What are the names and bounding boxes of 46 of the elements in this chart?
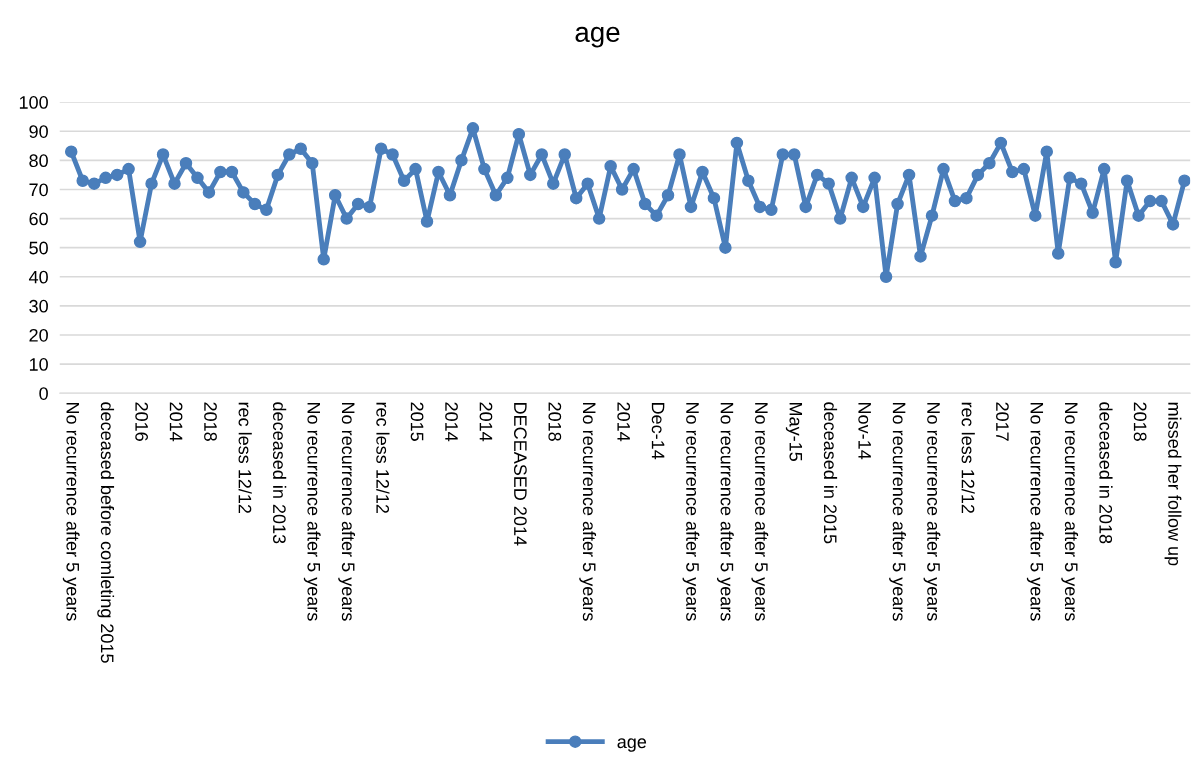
x-tick-label: deceased in 2018 (1099, 402, 1113, 544)
x-tick-label: 2018 (204, 402, 217, 441)
y-tick-label: 90 (29, 125, 48, 138)
y-tick-label: 20 (29, 328, 48, 342)
y-tick-label: 30 (29, 299, 48, 313)
x-tick-label: deceased in 2015 (823, 402, 838, 544)
x-tick-label: No recurrence after 5 years (716, 403, 734, 621)
x-tick-label: No recurrence after 5 years (303, 403, 321, 621)
x-tick-label: 2014 (617, 402, 631, 442)
y-tick-label: 50 (29, 241, 48, 255)
x-tick-label: 2016 (135, 402, 149, 441)
x-tick-label: rec less 12/12 (961, 402, 975, 514)
x-tick-label: 2018 (548, 402, 562, 441)
x-tick-label: No recurrence after 5 years (62, 403, 80, 621)
x-tick-label: 2014 (169, 402, 183, 442)
legend-label: age (617, 738, 647, 752)
x-tick-label: 2014 (445, 402, 458, 442)
x-tick-label: Nov-14 (858, 403, 871, 460)
y-tick-label: 0 (39, 387, 48, 400)
x-tick-label: No recurrence after 5 years (889, 403, 906, 621)
y-tick-label: 40 (28, 270, 48, 284)
x-tick-label: deceased before comleting 2015 (97, 402, 115, 663)
x-tick-label: May-15 (785, 403, 803, 461)
x-tick-label: 2015 (410, 402, 424, 441)
x-tick-label: 2018 (1133, 402, 1147, 441)
y-tick-label: 80 (29, 154, 48, 168)
y-tick-label: 10 (29, 358, 48, 371)
x-tick-label: rec less 12/12 (238, 402, 252, 514)
x-tick-label: 2014 (479, 402, 493, 442)
x-tick-label: No recurrence after 5 years (682, 403, 700, 621)
x-tick-label: missed her follow up (1164, 402, 1182, 566)
x-tick-label: No recurrence after 5 years (579, 403, 597, 621)
x-tick-label: No recurrence after 5 years (751, 403, 769, 621)
x-tick-label: No recurrence after 5 years (1026, 403, 1044, 621)
x-tick-label: DECEASED 2014 (513, 403, 527, 546)
x-tick-label: No recurrence after 5 years (923, 403, 941, 621)
x-tick-label: 2017 (996, 402, 1009, 441)
y-tick-label: 70 (29, 183, 48, 197)
x-tick-label: No recurrence after 5 years (338, 403, 356, 621)
chart-title: age (575, 26, 620, 48)
x-tick-label: deceased in 2013 (272, 402, 287, 544)
y-tick-label: 60 (29, 212, 48, 226)
x-tick-label: Dec-14 (651, 403, 665, 460)
y-tick-label: 100 (19, 96, 48, 109)
x-tick-label: No recurrence after 5 years (1061, 403, 1079, 621)
x-tick-label: rec less 12/12 (376, 402, 390, 514)
